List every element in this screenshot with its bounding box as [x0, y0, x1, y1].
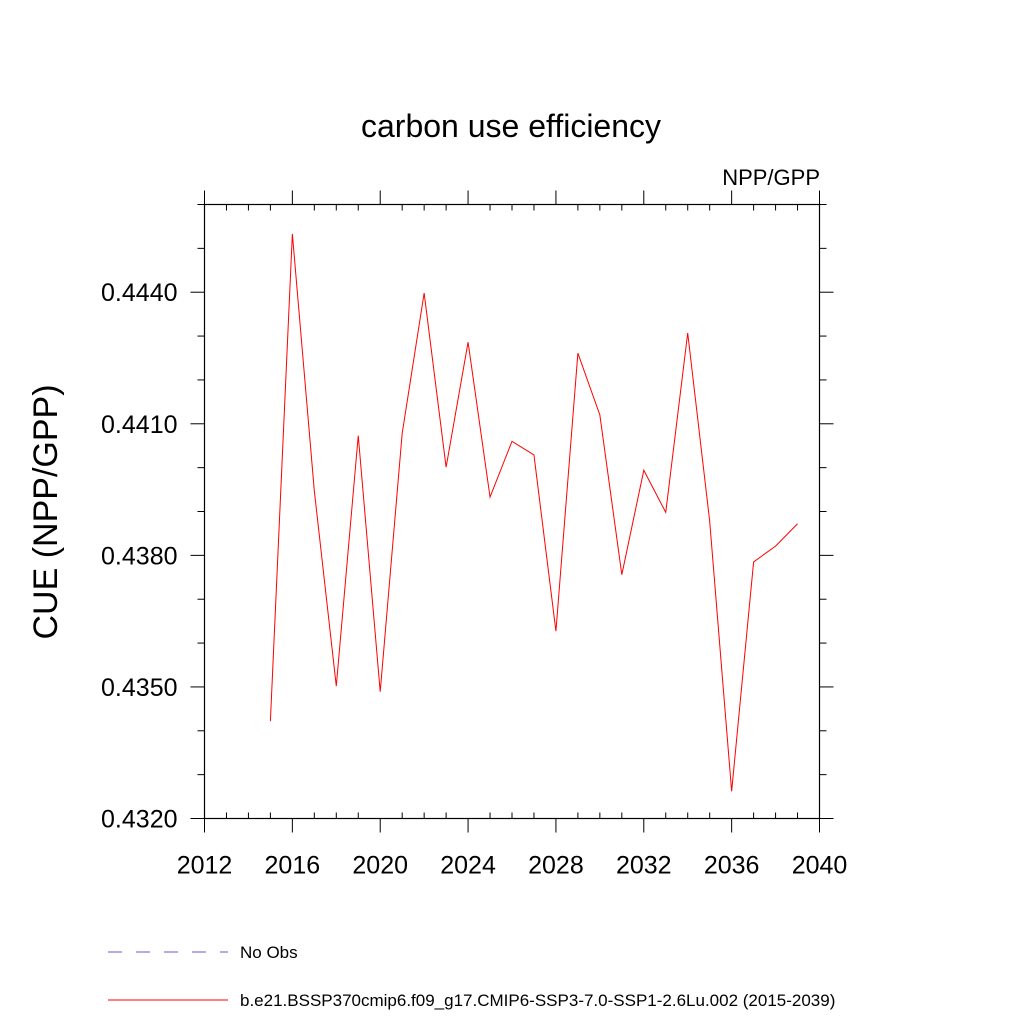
- legend: No Obs b.e21.BSSP370cmip6.f09_g17.CMIP6-S…: [108, 943, 835, 1010]
- plot-frame: [203, 203, 821, 820]
- chart-title: carbon use efficiency: [361, 108, 661, 144]
- y-tick-label: 0.4320: [101, 806, 177, 834]
- x-tick-label: 2040: [792, 852, 848, 880]
- legend-label: b.e21.BSSP370cmip6.f09_g17.CMIP6-SSP3-7.…: [240, 991, 835, 1010]
- series-line: [269, 233, 798, 792]
- y-tick-label: 0.4380: [101, 542, 177, 570]
- y-tick-label: 0.4440: [101, 279, 177, 307]
- x-tick-label: 2028: [528, 852, 584, 880]
- y-axis-label: CUE (NPP/GPP): [27, 384, 65, 639]
- x-tick-label: 2020: [352, 852, 408, 880]
- x-tick-label: 2012: [177, 852, 233, 880]
- axis-ticks: 2012 2016 2020 2024 2028 2032 2036 2040 0.4320 0.…: [101, 190, 848, 880]
- series-layer: [269, 233, 798, 792]
- chart-subtitle: NPP/GPP: [722, 165, 820, 190]
- y-tick-label: 0.4350: [101, 674, 177, 702]
- y-tick-label: 0.4410: [101, 411, 177, 439]
- x-tick-label: 2016: [265, 852, 321, 880]
- x-tick-label: 2036: [704, 852, 760, 880]
- x-tick-label: 2024: [440, 852, 496, 880]
- x-tick-label: 2032: [616, 852, 672, 880]
- legend-label: No Obs: [240, 943, 298, 962]
